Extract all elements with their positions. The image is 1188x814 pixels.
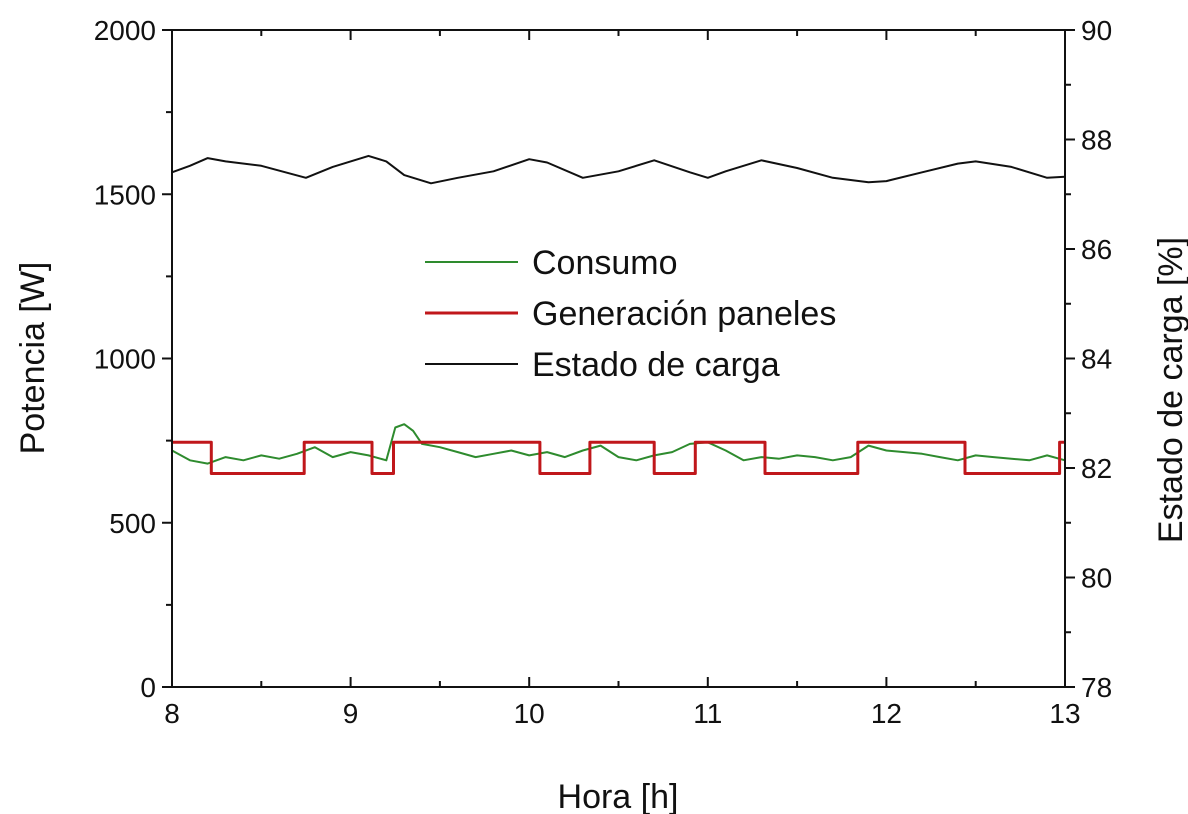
legend: Consumo Generación paneles Estado de carga [425, 244, 836, 384]
y-tick-label: 1500 [94, 179, 156, 210]
y-axis-label: Potencia [W] [14, 262, 52, 455]
legend-label: Estado de carga [532, 346, 780, 384]
x-axis-label: Hora [h] [558, 778, 679, 814]
y2-axis-label: Estado de carga [%] [1152, 237, 1188, 543]
y2-tick-label: 82 [1081, 453, 1112, 484]
x-tick-label: 13 [1049, 698, 1080, 729]
x-tick-label: 9 [343, 698, 359, 729]
series-line-0 [171, 423, 1066, 465]
x-tick-label: 11 [693, 698, 722, 729]
y2-tick-label: 78 [1081, 672, 1112, 703]
legend-label: Generación paneles [532, 295, 836, 333]
y2-tick-label: 90 [1081, 15, 1112, 46]
y-tick-label: 2000 [94, 15, 156, 46]
legend-label: Consumo [532, 244, 678, 282]
ticks-layer: 8 9 10 11 12 13 0 500 1000 1500 2000 78 80 82 84 86 88 90 [94, 15, 1112, 729]
x-tick-label: 8 [164, 698, 180, 729]
x-tick-label: 12 [871, 698, 902, 729]
y2-tick-label: 80 [1081, 563, 1112, 594]
series-line-2 [171, 154, 1066, 185]
y2-tick-label: 84 [1081, 344, 1112, 375]
y-tick-label: 1000 [94, 344, 156, 375]
y-tick-label: 500 [109, 508, 156, 539]
y-tick-label: 0 [140, 672, 156, 703]
series-layer [171, 154, 1066, 475]
y2-tick-label: 88 [1081, 125, 1112, 156]
series-line-1 [172, 440, 1065, 475]
y2-tick-label: 86 [1081, 234, 1112, 265]
x-tick-label: 10 [514, 698, 545, 729]
